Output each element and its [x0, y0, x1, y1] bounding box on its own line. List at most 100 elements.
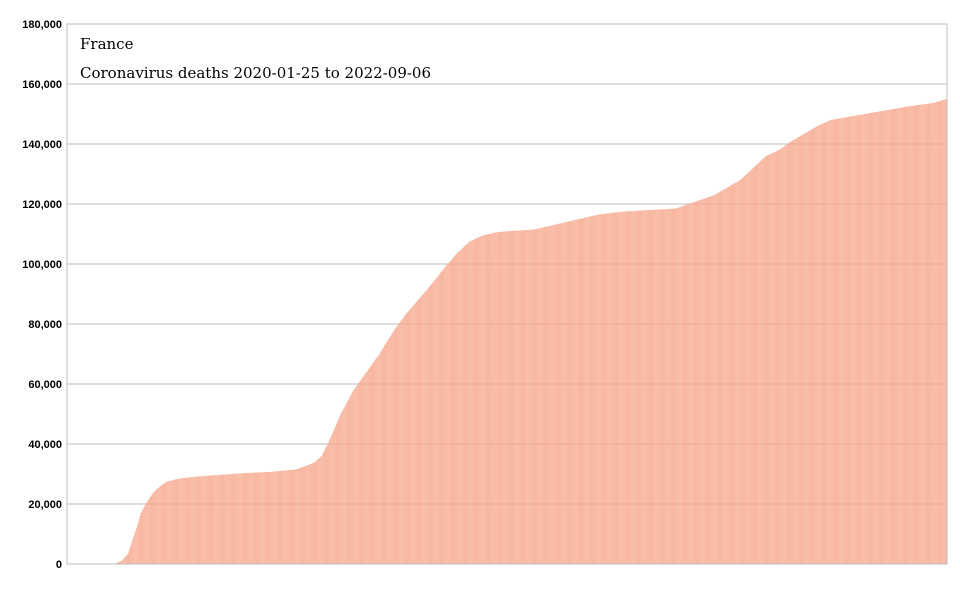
bar	[700, 199, 702, 564]
bar	[444, 267, 446, 564]
bar	[140, 513, 142, 564]
bar	[446, 265, 447, 564]
bar	[511, 230, 513, 564]
bar	[904, 106, 906, 564]
bar	[587, 217, 588, 564]
bar	[596, 214, 598, 564]
bar	[828, 120, 829, 565]
bar	[743, 176, 745, 564]
bar	[737, 181, 738, 565]
bar	[583, 217, 585, 564]
bar	[923, 104, 924, 564]
bar	[608, 213, 609, 564]
bar	[236, 473, 238, 564]
bar	[629, 211, 631, 564]
bar	[678, 207, 679, 565]
bar	[333, 429, 335, 564]
bar	[599, 214, 601, 565]
bar	[556, 224, 558, 564]
bar	[538, 228, 540, 564]
bar	[735, 182, 736, 564]
bar	[695, 201, 697, 564]
bar	[498, 232, 500, 564]
bar	[633, 210, 634, 564]
bar	[756, 164, 758, 564]
bar	[760, 161, 761, 564]
bar	[806, 132, 807, 564]
bar	[540, 228, 541, 564]
bar	[400, 321, 401, 564]
bar	[610, 213, 611, 565]
bar	[118, 561, 120, 564]
bar	[720, 191, 722, 564]
bar	[804, 133, 806, 564]
bar	[460, 249, 462, 564]
y-tick-label: 120,000	[22, 199, 62, 211]
bar	[287, 470, 289, 564]
bar	[399, 322, 401, 564]
bar	[275, 471, 277, 564]
bar	[792, 140, 794, 564]
bar	[134, 534, 135, 564]
bar	[871, 112, 873, 565]
bar	[204, 476, 205, 564]
bar	[842, 117, 844, 564]
bar	[430, 285, 432, 564]
bar	[894, 108, 896, 564]
bar	[228, 474, 229, 564]
bar	[178, 478, 180, 564]
bar	[231, 473, 233, 564]
bar	[285, 470, 286, 564]
bar	[221, 474, 223, 564]
bar	[458, 251, 459, 565]
bar	[487, 234, 489, 564]
bar	[234, 473, 236, 564]
bar	[331, 435, 332, 564]
bar	[569, 221, 571, 564]
bar	[628, 211, 630, 565]
bar	[449, 262, 450, 564]
bar	[206, 475, 207, 565]
bar	[637, 210, 639, 564]
bar	[673, 208, 675, 565]
bar	[883, 110, 885, 565]
bar	[685, 204, 687, 564]
bar	[945, 99, 946, 564]
bar	[240, 473, 241, 564]
bar	[754, 166, 756, 565]
bar	[589, 216, 591, 564]
bar	[698, 200, 700, 564]
bar	[452, 257, 454, 564]
bar	[287, 470, 288, 564]
bar	[468, 242, 470, 565]
bar	[437, 276, 438, 564]
bar	[666, 209, 667, 565]
y-tick-label: 0	[56, 559, 62, 571]
bar	[256, 472, 258, 564]
bar	[328, 441, 330, 564]
bar	[729, 185, 731, 564]
bar	[696, 201, 698, 565]
bar	[565, 222, 567, 564]
bar	[643, 210, 644, 565]
bar	[185, 477, 187, 564]
bar	[195, 476, 197, 564]
bar	[759, 162, 760, 564]
bar	[508, 230, 510, 564]
bar	[456, 253, 458, 564]
bar	[386, 342, 388, 564]
bar	[826, 121, 828, 565]
bar	[832, 119, 834, 565]
bar	[646, 210, 648, 564]
bar	[738, 180, 740, 565]
y-tick-label: 60,000	[28, 379, 62, 391]
bar	[741, 178, 743, 565]
bar	[403, 316, 405, 564]
bar	[800, 135, 802, 564]
bar	[821, 123, 823, 565]
bar	[543, 227, 545, 564]
bar	[414, 304, 415, 564]
bar	[750, 170, 751, 564]
bar	[443, 268, 445, 564]
